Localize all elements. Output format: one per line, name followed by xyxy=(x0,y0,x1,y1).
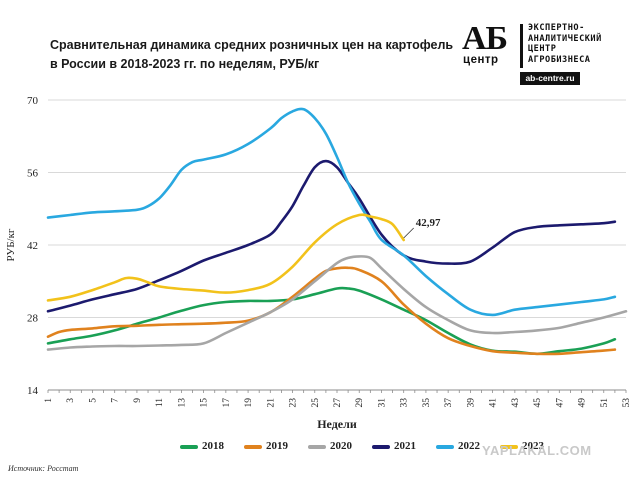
x-tick-label: 35 xyxy=(422,398,432,408)
logo-text: ЭКСПЕРТНО- АНАЛИТИЧЕСКИЙ ЦЕНТР АГРОБИЗНЕ… xyxy=(528,23,602,65)
chart-title: Сравнительная динамика средних розничных… xyxy=(50,38,454,71)
x-tick-label: 49 xyxy=(578,398,588,408)
x-tick-label: 9 xyxy=(133,398,143,403)
y-axis-label: РУБ/кг xyxy=(5,228,17,261)
series-line-2018 xyxy=(46,286,617,356)
logo-mark-sub: центр xyxy=(463,54,499,66)
x-tick-label: 27 xyxy=(333,398,343,408)
x-tick-label: 47 xyxy=(555,398,565,408)
x-tick-label: 41 xyxy=(489,398,499,408)
x-tick-label: 39 xyxy=(466,398,476,408)
x-tick-label: 1 xyxy=(44,398,54,403)
ab-centre-logo: АБ центр ЭКСПЕРТНО- АНАЛИТИЧЕСКИЙ ЦЕНТР … xyxy=(460,20,635,90)
legend-label: 2020 xyxy=(330,440,352,452)
x-tick-label: 25 xyxy=(311,398,321,408)
logo-url: ab-centre.ru xyxy=(520,72,580,85)
legend-label: 2022 xyxy=(458,440,480,452)
annotation-label: 42,97 xyxy=(416,217,441,229)
legend-label: 2021 xyxy=(394,440,416,452)
x-tick-label: 43 xyxy=(511,398,521,408)
legend-swatch xyxy=(308,445,326,449)
x-tick-label: 3 xyxy=(66,398,76,403)
legend-label: 2023 xyxy=(522,440,544,452)
watermark: YAPLAKAL.COM xyxy=(482,443,592,458)
source-note: Источник: Росстат xyxy=(8,464,79,473)
legend-label: 2018 xyxy=(202,440,224,452)
x-tick-label: 51 xyxy=(600,398,610,408)
x-tick-label: 45 xyxy=(533,398,543,408)
y-tick-label: 28 xyxy=(27,313,39,325)
y-tick-label: 70 xyxy=(27,95,39,107)
logo-text-line: ЦЕНТР xyxy=(528,44,557,54)
x-tick-label: 19 xyxy=(244,398,254,408)
x-tick-label: 13 xyxy=(177,398,187,408)
x-tick-label: 33 xyxy=(400,398,410,408)
legend-swatch xyxy=(244,445,262,449)
x-tick-label: 37 xyxy=(444,398,454,408)
x-tick-label: 7 xyxy=(111,398,121,403)
x-tick-label: 17 xyxy=(222,398,232,408)
legend-swatch xyxy=(436,445,454,449)
legend-swatch xyxy=(500,445,518,449)
logo-divider xyxy=(520,24,523,68)
logo-text-line: АНАЛИТИЧЕСКИЙ xyxy=(528,33,602,44)
y-tick-label: 42 xyxy=(27,240,38,252)
x-tick-label: 21 xyxy=(266,398,276,408)
x-axis-label: Недели xyxy=(317,417,357,431)
series-line-2022 xyxy=(46,107,617,317)
x-tick-label: 15 xyxy=(200,398,210,408)
legend-swatch xyxy=(180,445,198,449)
x-tick-label: 31 xyxy=(377,398,387,408)
series-line-2019 xyxy=(46,266,617,356)
logo-text-line: АГРОБИЗНЕСА xyxy=(528,54,591,65)
series-line-2023 xyxy=(46,213,405,302)
x-tick-label: 23 xyxy=(289,398,299,408)
series-line-2021 xyxy=(46,159,617,313)
x-tick-label: 11 xyxy=(155,398,165,407)
logo-mark: АБ xyxy=(462,20,508,57)
x-tick-label: 53 xyxy=(622,398,632,408)
legend-label: 2019 xyxy=(266,440,288,452)
legend-swatch xyxy=(372,445,390,449)
logo-text-line: ЭКСПЕРТНО- xyxy=(528,23,585,33)
series-line-2020 xyxy=(46,255,628,351)
y-tick-label: 14 xyxy=(27,385,39,397)
x-tick-label: 5 xyxy=(88,398,98,403)
y-tick-label: 56 xyxy=(27,168,39,180)
annotation-leader xyxy=(403,227,414,239)
x-tick-label: 29 xyxy=(355,398,365,408)
